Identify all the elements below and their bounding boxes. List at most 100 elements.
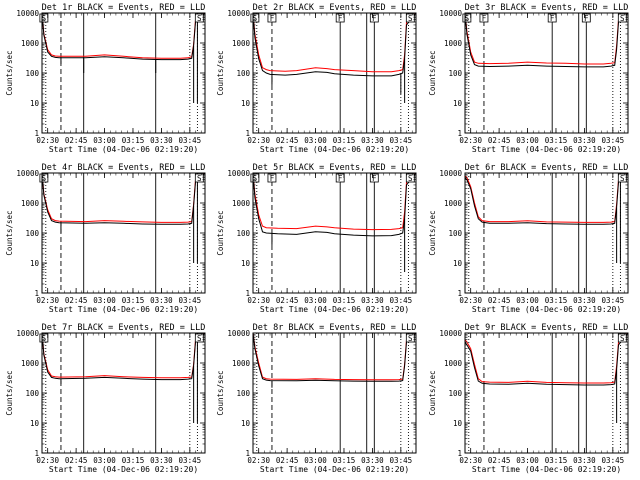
- x-axis-label: Start Time (04-Dec-06 02:19:20): [49, 145, 198, 154]
- x-tick-label: 03:30: [573, 296, 596, 305]
- x-tick-label: 03:30: [150, 456, 173, 465]
- x-tick-label: 03:15: [122, 456, 145, 465]
- x-tick-label: 03:45: [390, 136, 413, 145]
- x-axis-label: Start Time (04-Dec-06 02:19:20): [472, 145, 621, 154]
- plot-frame: [464, 172, 629, 294]
- segment-marker-label: S: [408, 14, 413, 23]
- segment-marker-label: S: [42, 334, 47, 343]
- x-tick-label: 03:30: [150, 136, 173, 145]
- segment-marker-label: S: [42, 174, 47, 183]
- segment-marker-label: S: [197, 334, 202, 343]
- y-tick-label: 10000: [439, 9, 462, 18]
- panel-title: Det 5r BLACK = Events, RED = LLD: [253, 163, 417, 173]
- segment-marker-box: [617, 173, 627, 183]
- segment-marker-box: [405, 333, 415, 343]
- y-tick-label: 100: [25, 69, 39, 78]
- events-series-line: [42, 333, 205, 381]
- y-axis-label: Counts/sec: [216, 50, 225, 95]
- x-axis-label: Start Time (04-Dec-06 02:19:20): [472, 305, 621, 314]
- lld-series-line: [42, 333, 205, 379]
- x-tick-label: 03:15: [545, 136, 568, 145]
- segment-marker-label: F: [372, 174, 377, 183]
- segment-marker-box: [405, 173, 415, 183]
- x-tick-label: 02:45: [276, 456, 299, 465]
- x-axis-label: Start Time (04-Dec-06 02:19:20): [260, 305, 409, 314]
- x-tick-label: 03:00: [304, 456, 327, 465]
- y-tick-label: 10000: [16, 329, 39, 338]
- events-series-line: [253, 13, 416, 77]
- y-tick-label: 10: [241, 99, 251, 108]
- y-tick-label: 1: [457, 449, 462, 458]
- y-axis-label: Counts/sec: [216, 370, 225, 415]
- segment-marker-label: S: [408, 334, 413, 343]
- y-tick-label: 10: [453, 259, 463, 268]
- x-tick-label: 02:45: [65, 456, 88, 465]
- segment-marker-label: F: [338, 174, 343, 183]
- lld-series-line: [465, 13, 628, 65]
- panel-title: Det 7r BLACK = Events, RED = LLD: [42, 323, 206, 333]
- lld-series-line: [465, 173, 628, 223]
- x-tick-label: 03:15: [333, 456, 356, 465]
- plot-frame: [464, 332, 629, 454]
- x-tick-label: 02:45: [65, 136, 88, 145]
- x-tick-label: 03:00: [516, 456, 539, 465]
- segment-marker-label: S: [620, 334, 625, 343]
- segment-marker-box: [194, 173, 204, 183]
- x-tick-label: 03:30: [150, 296, 173, 305]
- x-axis-label: Start Time (04-Dec-06 02:19:20): [260, 465, 409, 474]
- x-tick-label: 02:30: [247, 136, 270, 145]
- segment-marker-box: [369, 13, 379, 23]
- plot-frame: [41, 332, 206, 454]
- x-tick-label: 02:30: [36, 136, 59, 145]
- events-series-line: [253, 173, 416, 237]
- segment-marker-label: F: [270, 14, 275, 23]
- segment-marker-label: S: [620, 174, 625, 183]
- x-axis-label: Start Time (04-Dec-06 02:19:20): [49, 465, 198, 474]
- events-series-line: [465, 13, 628, 68]
- x-tick-label: 03:45: [179, 296, 202, 305]
- x-tick-label: 03:15: [122, 296, 145, 305]
- y-axis-label: Counts/sec: [216, 210, 225, 255]
- x-tick-label: 02:30: [459, 296, 482, 305]
- lld-series-line: [253, 333, 416, 381]
- x-tick-label: 02:45: [488, 456, 511, 465]
- segment-marker-label: S: [620, 14, 625, 23]
- y-tick-label: 100: [236, 229, 250, 238]
- y-tick-label: 10000: [16, 9, 39, 18]
- events-series-line: [42, 13, 205, 61]
- x-tick-label: 03:30: [573, 136, 596, 145]
- y-tick-label: 10000: [227, 169, 250, 178]
- x-tick-label: 02:45: [65, 296, 88, 305]
- lld-series-line: [253, 13, 416, 73]
- x-tick-label: 02:45: [276, 136, 299, 145]
- x-tick-label: 03:15: [545, 296, 568, 305]
- x-tick-label: 02:30: [247, 296, 270, 305]
- plot-frame: [464, 12, 629, 134]
- y-tick-label: 10000: [439, 169, 462, 178]
- y-tick-label: 1000: [232, 199, 251, 208]
- x-tick-label: 03:00: [93, 136, 116, 145]
- x-tick-label: 03:00: [93, 296, 116, 305]
- x-tick-label: 03:15: [333, 136, 356, 145]
- panel-title: Det 2r BLACK = Events, RED = LLD: [253, 3, 417, 13]
- panel-title: Det 9r BLACK = Events, RED = LLD: [465, 323, 629, 333]
- panel-title: Det 3r BLACK = Events, RED = LLD: [465, 3, 629, 13]
- y-tick-label: 1: [457, 289, 462, 298]
- x-tick-label: 02:30: [36, 456, 59, 465]
- segment-marker-label: S: [408, 174, 413, 183]
- panel-title: Det 6r BLACK = Events, RED = LLD: [465, 163, 629, 173]
- y-tick-label: 10: [30, 99, 40, 108]
- lld-series-line: [465, 333, 628, 384]
- x-tick-label: 03:30: [573, 456, 596, 465]
- y-axis-label: Counts/sec: [428, 210, 437, 255]
- x-tick-label: 02:30: [459, 456, 482, 465]
- y-tick-label: 1000: [444, 359, 463, 368]
- y-tick-label: 1000: [21, 39, 40, 48]
- segment-marker-label: F: [270, 174, 275, 183]
- segment-marker-box: [194, 13, 204, 23]
- panel-title: Det 8r BLACK = Events, RED = LLD: [253, 323, 417, 333]
- lld-series-line: [253, 173, 416, 231]
